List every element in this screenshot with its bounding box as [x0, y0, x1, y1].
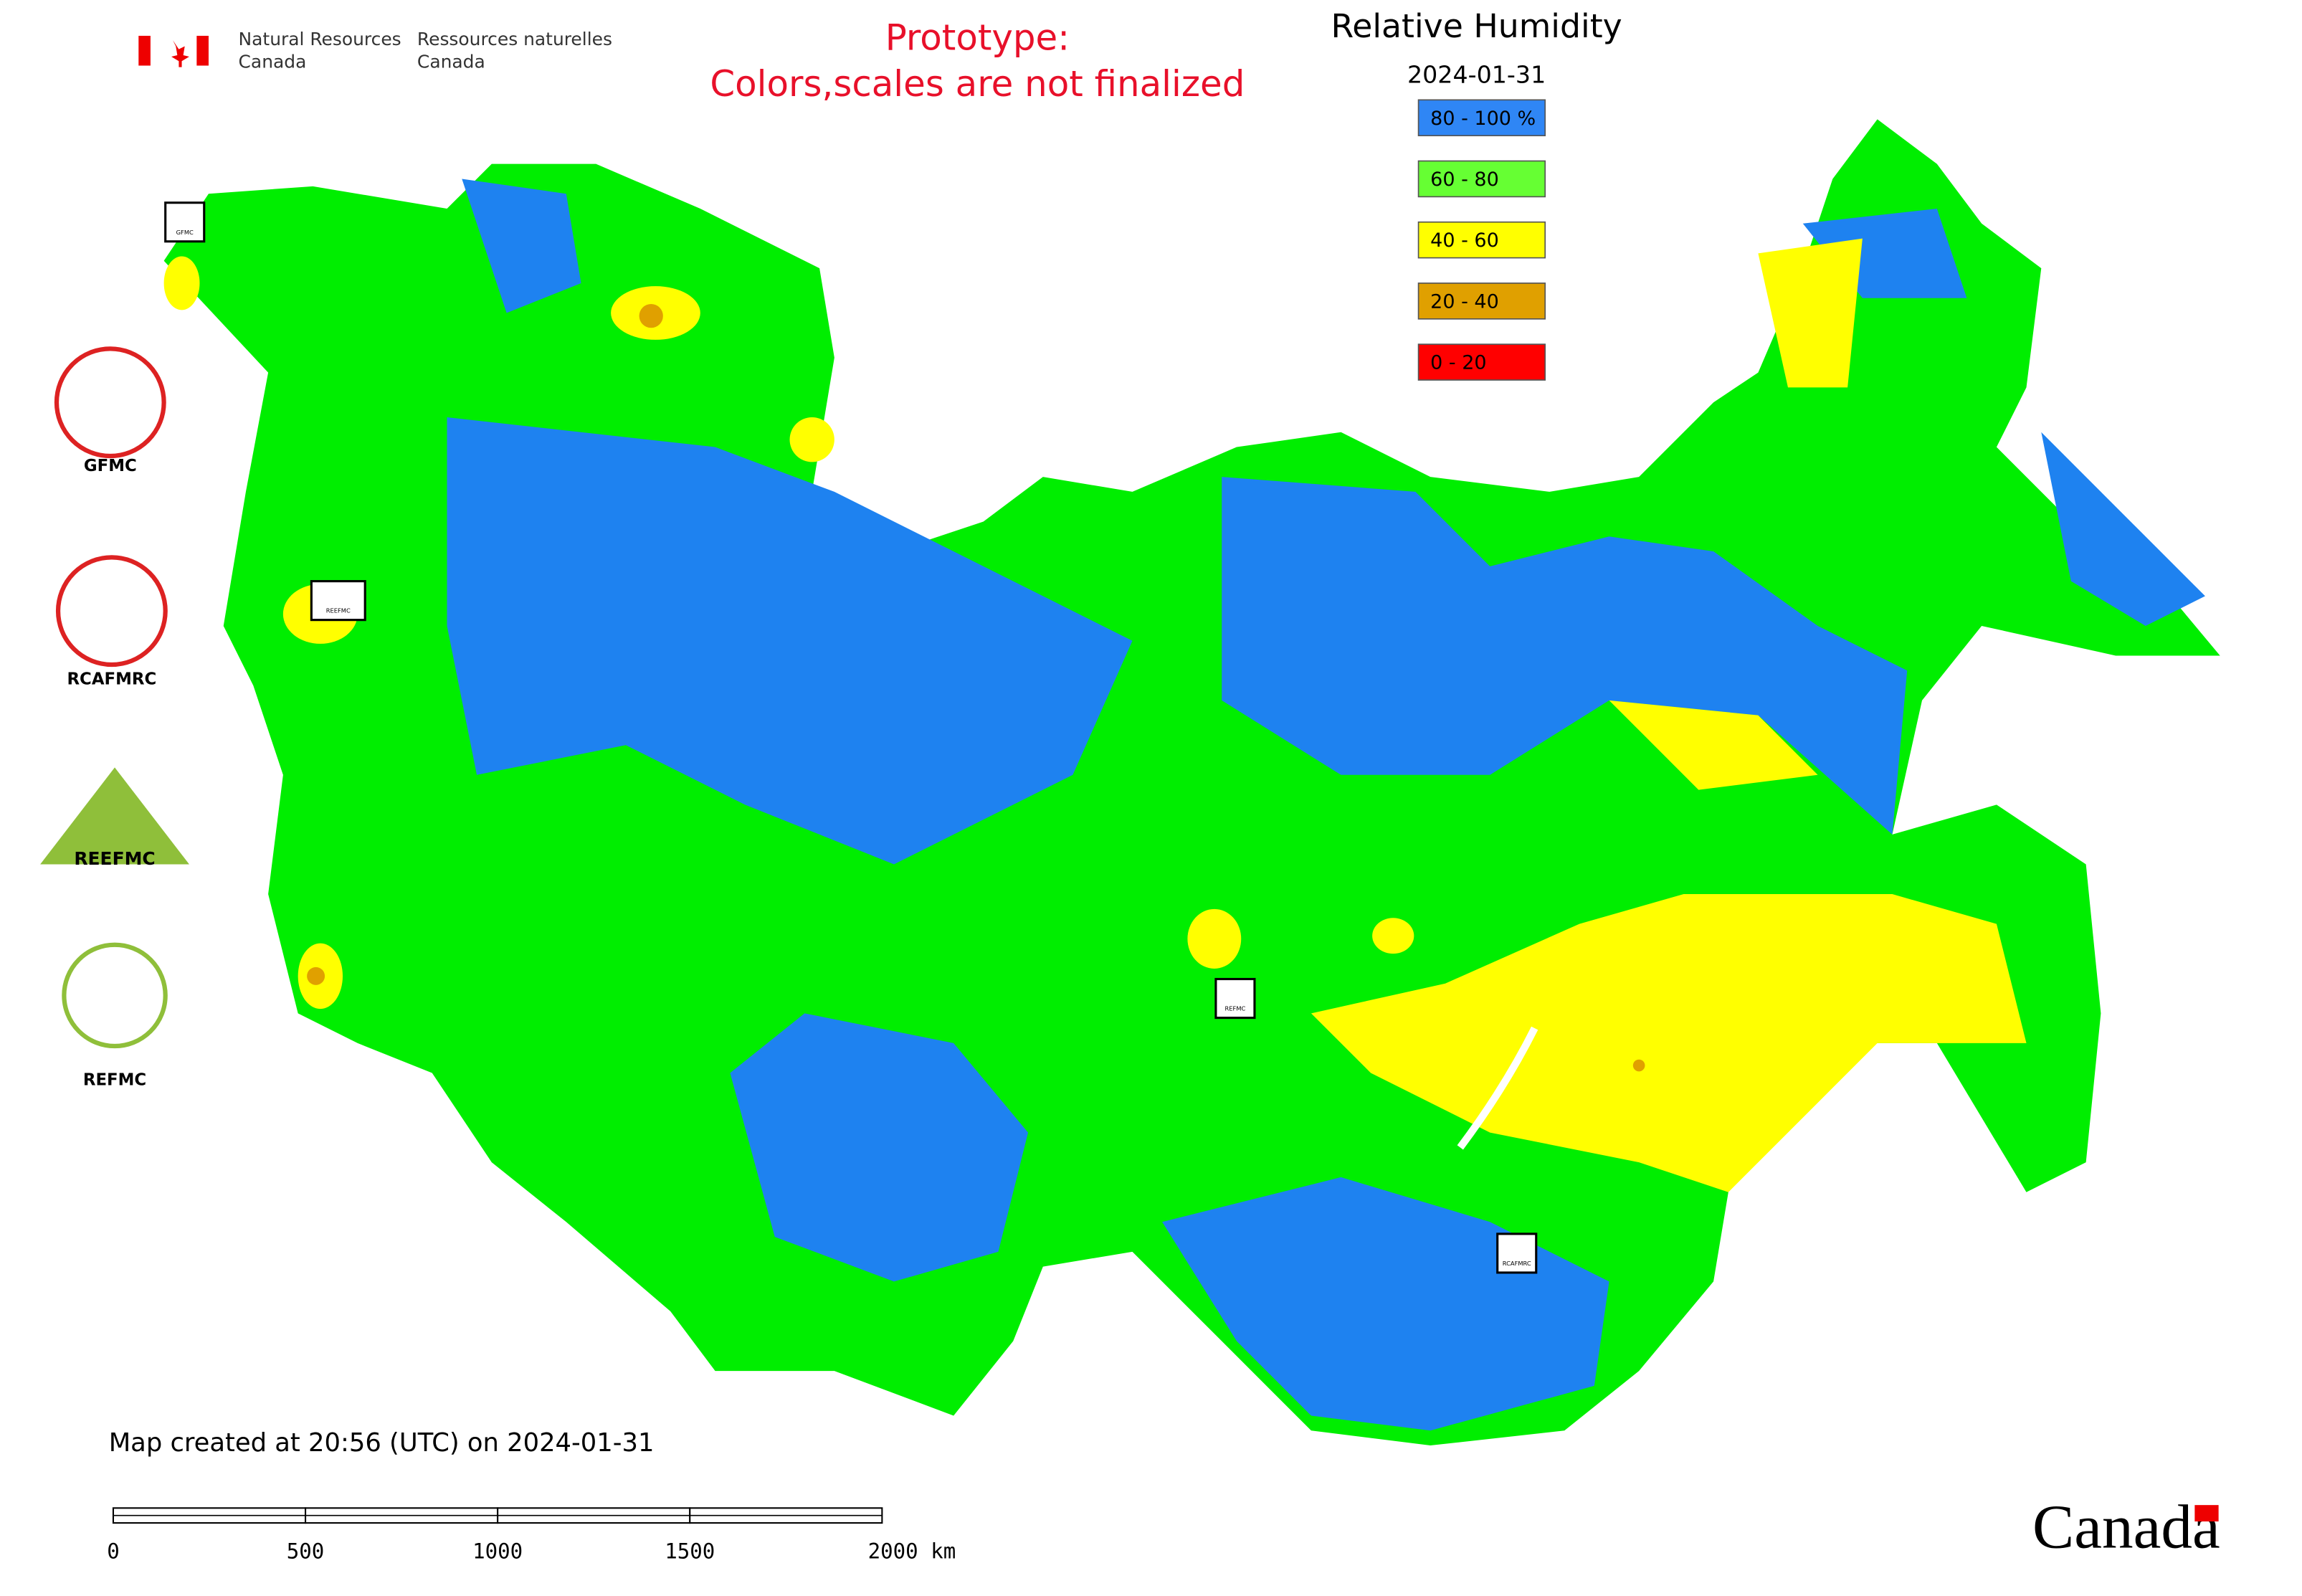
- logo-shape: [62, 942, 168, 1049]
- flag-bar: [138, 35, 151, 66]
- scale-label: 0: [107, 1539, 120, 1564]
- logo-label: RCAFMRC: [67, 670, 156, 688]
- logos: GFMC RCAFMRC REEFMC REFMC: [40, 346, 189, 1089]
- legend: 80 - 100 % 60 - 80 40 - 60 20 - 40 0 - 20: [1417, 99, 1546, 381]
- marker-box: [1496, 1232, 1538, 1274]
- legend-label: 40 - 60: [1430, 229, 1499, 252]
- legend-label: 80 - 100 %: [1430, 108, 1536, 130]
- logo-label: GFMC: [84, 457, 137, 475]
- wordmark-flag: [2194, 1505, 2219, 1522]
- marker-box: [1214, 977, 1256, 1020]
- logo-shape: [54, 346, 166, 459]
- gov-header: Natural Resources Canada Ressources natu…: [138, 29, 612, 72]
- marker-box: [164, 201, 206, 243]
- flag-bar: [196, 35, 209, 66]
- lake: [1457, 1026, 1538, 1150]
- legend-label: 20 - 40: [1430, 290, 1499, 313]
- scale-label: 1000: [472, 1539, 523, 1564]
- maple-leaf: [171, 40, 189, 67]
- dry-zone: [163, 238, 2027, 1192]
- logo-shape: [40, 767, 189, 865]
- legend-swatch: [1417, 221, 1546, 259]
- logo-shape: [55, 555, 168, 668]
- legend-label: 60 - 80: [1430, 168, 1499, 191]
- marker-label: RCAFMRC: [1503, 1260, 1531, 1267]
- logo-label: REFMC: [83, 1070, 146, 1089]
- wordmark: Canada: [2032, 1492, 2220, 1562]
- scale-bar: 0 500 1000 1500 2000 km: [107, 1507, 956, 1564]
- legend-title: Relative Humidity: [1331, 7, 1622, 45]
- marker-box: [310, 580, 366, 622]
- notice: Colors,scales are not finalized: [710, 63, 1245, 105]
- scale-label: 500: [287, 1539, 325, 1564]
- legend-swatch: [1417, 99, 1546, 137]
- very-dry-zone: [307, 304, 1645, 1072]
- legend-swatch: [1417, 160, 1546, 198]
- org-fr: Canada: [417, 51, 485, 72]
- legend-swatch: [1417, 282, 1546, 320]
- org-en: Natural Resources: [239, 29, 401, 49]
- org-fr: Ressources naturelles: [417, 29, 612, 49]
- legend-label: 0 - 20: [1430, 352, 1486, 374]
- created-note: Map created at 20:56 (UTC) on 2024-01-31: [109, 1428, 655, 1458]
- marker-label: GFMC: [176, 229, 194, 236]
- notice: Prototype:: [885, 17, 1070, 59]
- scale-label: 1500: [665, 1539, 715, 1564]
- map: [163, 119, 2220, 1446]
- scale-label: 2000 km: [868, 1539, 956, 1564]
- marker-label: REEFMC: [326, 607, 351, 614]
- legend-date: 2024-01-31: [1407, 61, 1546, 89]
- legend-swatch: [1417, 343, 1546, 381]
- map-markers: GFMC REEFMC REFMC RCAFMRC: [164, 201, 1538, 1274]
- org-en: Canada: [239, 51, 307, 72]
- marker-label: REFMC: [1225, 1005, 1246, 1012]
- logo-label: REEFMC: [74, 848, 155, 869]
